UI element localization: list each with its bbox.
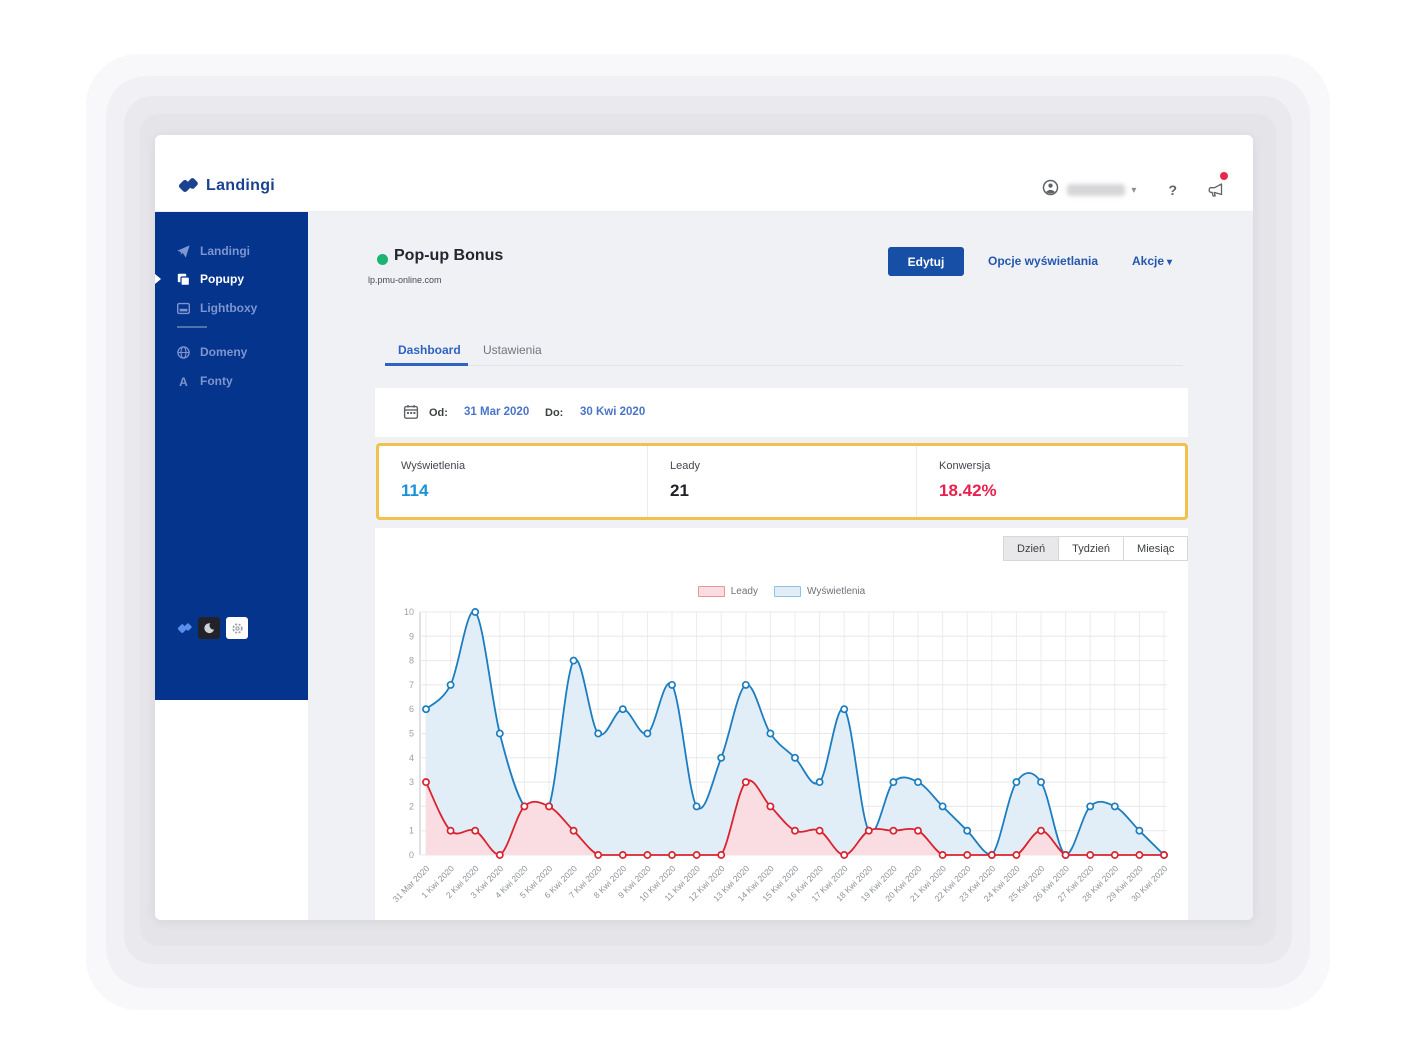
svg-text:9: 9 — [409, 631, 414, 641]
date-to-label: Do: — [545, 407, 564, 419]
font-icon: A — [179, 375, 188, 388]
app-window: Landingi ▾ ? Landingi Popupy L — [155, 135, 1253, 920]
sidebar-item-fonty[interactable]: A Fonty — [155, 369, 308, 393]
kpi-label: Wyświetlenia — [401, 460, 466, 472]
kpi-leads: Leady 21 — [647, 446, 916, 517]
active-tab-underline — [385, 363, 468, 366]
svg-text:3: 3 — [409, 777, 414, 787]
display-options-link[interactable]: Opcje wyświetlania — [988, 254, 1099, 268]
actions-caret-icon: ▾ — [1167, 257, 1173, 268]
app-header: Landingi ▾ ? — [155, 135, 1253, 212]
dark-mode-toggle[interactable] — [198, 617, 220, 639]
svg-text:2: 2 — [409, 801, 414, 811]
sidebar-item-label: Fonty — [200, 374, 233, 388]
legend-item-wyswietlenia: Wyświetlenia — [773, 586, 866, 597]
edit-button[interactable]: Edytuj — [888, 247, 964, 276]
date-to-value[interactable]: 30 Kwi 2020 — [580, 406, 646, 418]
range-button-month[interactable]: Miesiąc — [1123, 536, 1189, 561]
page-title: Pop-up Bonus — [394, 247, 504, 264]
legend-item-leady: Leady — [697, 586, 758, 597]
svg-text:7: 7 — [409, 680, 414, 690]
user-avatar-icon[interactable] — [1042, 179, 1059, 201]
lightbox-icon — [177, 302, 190, 314]
landingi-mini-logo-icon — [177, 622, 192, 634]
moon-icon — [204, 623, 215, 634]
legend-swatch-leady — [697, 586, 725, 597]
svg-text:4: 4 — [409, 753, 414, 763]
sidebar-item-label: Popupy — [200, 272, 244, 286]
legend-label: Wyświetlenia — [806, 586, 866, 597]
tab-dashboard[interactable]: Dashboard — [398, 343, 461, 357]
paper-plane-icon — [177, 244, 190, 258]
actions-dropdown[interactable]: Akcje ▾ — [1132, 254, 1172, 268]
globe-icon — [177, 345, 190, 359]
svg-text:6: 6 — [409, 704, 414, 714]
sidebar-item-domeny[interactable]: Domeny — [155, 340, 308, 364]
svg-text:1: 1 — [409, 826, 414, 836]
gear-icon — [231, 622, 243, 634]
kpi-value: 114 — [401, 481, 429, 500]
user-menu-caret-icon[interactable]: ▾ — [1131, 184, 1137, 196]
date-from-value[interactable]: 31 Mar 2020 — [464, 406, 530, 418]
notification-dot — [1220, 172, 1228, 180]
legend-swatch-wyswietlenia — [773, 586, 801, 597]
chart-legend: Leady Wyświetlenia — [375, 586, 1188, 597]
kpi-value: 18.42% — [939, 481, 997, 500]
settings-button[interactable] — [226, 617, 248, 639]
sidebar: Landingi Popupy Lightboxy Domeny A Fonty — [155, 212, 308, 700]
range-button-day[interactable]: Dzień — [1003, 536, 1060, 561]
date-filter: Od: 31 Mar 2020 Do: 30 Kwi 2020 — [375, 388, 1188, 437]
kpi-conversion: Konwersja 18.42% — [916, 446, 1185, 517]
date-from-label: Od: — [429, 407, 448, 419]
sidebar-item-landingi[interactable]: Landingi — [155, 239, 308, 263]
active-item-arrow-icon — [155, 274, 161, 284]
calendar-icon — [403, 404, 419, 425]
brand-logo[interactable]: Landingi — [177, 177, 276, 195]
landingi-logo-icon — [177, 177, 199, 195]
svg-text:5: 5 — [409, 729, 414, 739]
range-button-week[interactable]: Tydzień — [1058, 536, 1125, 561]
kpi-label: Konwersja — [939, 460, 991, 472]
megaphone-icon — [1208, 183, 1223, 197]
status-dot — [377, 254, 388, 265]
sidebar-item-label: Domeny — [200, 345, 248, 359]
chart-card: 0 1 2 3 4 5 6 7 8 9 10 31 Mar 2020 1 Kwi 2020 2 Kwi 2… — [375, 528, 1189, 920]
sidebar-item-popupy[interactable]: Popupy — [155, 267, 308, 291]
svg-text:A: A — [179, 375, 188, 388]
kpi-views: Wyświetlenia 114 — [379, 446, 647, 517]
svg-text:0: 0 — [409, 850, 414, 860]
kpi-label: Leady — [670, 460, 700, 472]
brand-name: Landingi — [206, 177, 276, 194]
tab-ustawienia[interactable]: Ustawienia — [483, 343, 542, 357]
kpi-value: 21 — [670, 481, 689, 500]
range-button-group: Dzień Tydzień Miesiąc — [1003, 536, 1189, 561]
legend-label: Leady — [730, 586, 758, 597]
svg-text:10: 10 — [404, 607, 414, 617]
announcements-button[interactable] — [1207, 172, 1228, 199]
sidebar-item-lightboxy[interactable]: Lightboxy — [155, 296, 308, 320]
svg-text:8: 8 — [409, 656, 414, 666]
user-name-redacted[interactable] — [1067, 184, 1126, 196]
page-subtitle-url: lp.pmu-online.com — [368, 275, 442, 285]
help-icon[interactable]: ? — [1168, 182, 1177, 198]
tabs-divider — [385, 365, 1183, 366]
actions-label: Akcje — [1132, 254, 1165, 268]
sidebar-divider — [177, 326, 207, 328]
main-content: Pop-up Bonus lp.pmu-online.com Edytuj Op… — [308, 212, 1253, 920]
kpi-band: Wyświetlenia 114 Leady 21 Konwersja 18.4… — [376, 443, 1188, 520]
popup-windows-icon — [177, 273, 190, 286]
sidebar-item-label: Landingi — [200, 244, 250, 258]
sidebar-item-label: Lightboxy — [200, 301, 258, 315]
